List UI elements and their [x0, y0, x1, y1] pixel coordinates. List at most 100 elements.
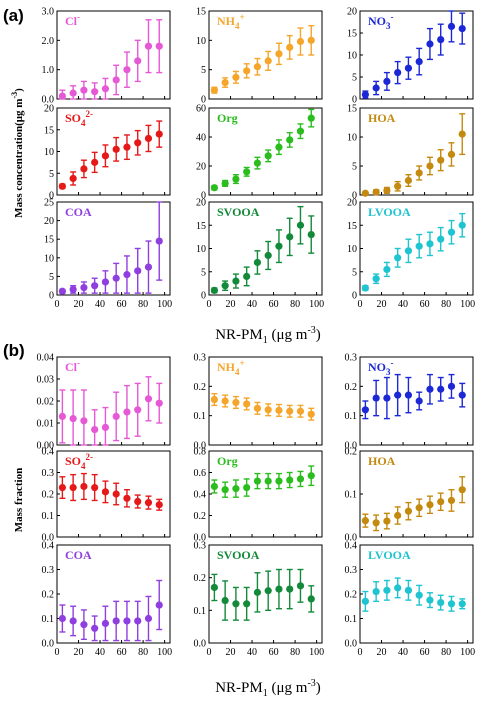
- x-axis-label-sub: 1: [263, 688, 268, 699]
- data-point: [80, 283, 88, 292]
- data-point: [134, 57, 142, 65]
- x-tick-label: 80: [138, 299, 148, 310]
- subplot-title-name: SVOOA: [217, 548, 260, 562]
- x-axis-label-close: ): [316, 680, 321, 696]
- subplot-title-sup: -: [77, 358, 80, 368]
- data-point: [112, 145, 120, 153]
- subplot-nh4: 0.0 0.1 0.2 0.3 NH4+: [194, 353, 323, 452]
- data-point: [69, 89, 77, 97]
- data-point: [221, 397, 229, 405]
- data-point: [232, 73, 240, 81]
- y-tick-label: 0.4: [345, 541, 358, 552]
- subplot-title-name: LVOOA: [368, 548, 411, 562]
- x-tick-label: 80: [290, 647, 300, 658]
- data-point: [426, 596, 434, 604]
- y-tick-label: 20: [347, 198, 357, 209]
- data-point: [404, 586, 413, 594]
- y-tick-label: 20: [347, 7, 357, 18]
- data-point: [383, 186, 391, 194]
- data-point: [275, 242, 283, 250]
- subplot-title-name: SO: [65, 454, 81, 468]
- y-axis-label: Mass fraction: [13, 468, 25, 532]
- data-point: [415, 58, 423, 66]
- y-tick-label: 0: [352, 95, 357, 106]
- x-tick-label: 0: [358, 299, 363, 310]
- plot-frame: [208, 10, 323, 100]
- data-point: [437, 498, 445, 506]
- data-point: [447, 228, 456, 236]
- data-point: [253, 159, 262, 167]
- data-point: [404, 176, 413, 185]
- data-point: [69, 617, 77, 625]
- data-point: [372, 188, 380, 196]
- x-axis-label-text: NR-PM: [215, 680, 263, 696]
- y-tick-label: 0.3: [345, 565, 358, 576]
- subplot-lvooa: 0 5 10 15 20 0 20 40 60 80 100 LVOOA: [347, 198, 475, 311]
- data-point: [243, 483, 251, 492]
- data-point: [69, 285, 77, 294]
- subplot-title: NO3-: [368, 358, 394, 377]
- y-axis-label-text: Mass fraction: [13, 468, 25, 532]
- subplot-title: HOA: [368, 454, 396, 468]
- data-point: [123, 143, 131, 151]
- panel-label: (a): [3, 6, 24, 25]
- y-tick-label: 0.1: [42, 614, 55, 625]
- data-point: [221, 486, 229, 494]
- data-point: [426, 162, 434, 170]
- data-point: [144, 614, 153, 623]
- data-point: [458, 600, 466, 608]
- plot-frame: [208, 107, 323, 196]
- data-point: [437, 385, 445, 393]
- subplot-org: 0 20 40 60 Org: [196, 104, 323, 202]
- x-tick-label: 100: [157, 647, 172, 658]
- subplot-lvooa: 0.0 0.1 0.2 0.3 0.4 0 20 40 60 80 100 LVOOA: [345, 541, 476, 659]
- data-point: [458, 391, 466, 399]
- subplot-title-name: COA: [65, 205, 92, 219]
- data-point: [264, 251, 272, 260]
- data-point: [91, 483, 99, 492]
- data-point: [361, 91, 369, 99]
- subplot-title-name: COA: [65, 548, 92, 562]
- data-point: [458, 486, 466, 494]
- x-axis-label-unit: (μg m: [268, 680, 308, 696]
- data-point: [404, 391, 413, 399]
- x-tick-label: 40: [247, 647, 257, 658]
- y-tick-label: 0.1: [345, 614, 358, 625]
- subplot-title-sub: 3: [386, 21, 391, 31]
- panel-a: (a)Mass concentration(μg m-3)NR-PM1 (μg …: [3, 6, 475, 346]
- data-point: [101, 85, 110, 93]
- x-axis-label: NR-PM1 (μg m-3): [215, 678, 321, 699]
- y-tick-label: 0.0: [194, 639, 207, 650]
- data-point: [426, 501, 434, 509]
- subplot-title-sup: 2-: [86, 109, 94, 119]
- data-point: [101, 278, 110, 286]
- data-point: [80, 482, 88, 491]
- y-tick-label: 5: [49, 272, 54, 283]
- data-point: [426, 40, 434, 48]
- data-point: [458, 130, 466, 138]
- data-point: [394, 182, 402, 190]
- subplot-title-sup: -: [391, 358, 394, 368]
- subplot-title-sup: -: [77, 12, 80, 22]
- data-point: [383, 517, 391, 525]
- y-tick-label: 0.1: [194, 411, 207, 422]
- x-tick-label: 100: [460, 647, 475, 658]
- data-point: [361, 597, 369, 605]
- y-tick-label: 0.8: [194, 447, 207, 458]
- subplot-title: SO42-: [65, 109, 93, 128]
- y-tick-label: 0.3: [42, 565, 55, 576]
- plot-frame: [208, 356, 323, 446]
- subplot-title-name: Org: [217, 454, 238, 468]
- data-point: [383, 265, 391, 274]
- subplot-title-sup: -: [391, 12, 394, 22]
- y-tick-label: 25: [44, 198, 54, 209]
- subplot-title: NH4+: [217, 358, 245, 377]
- x-tick-label: 0: [358, 647, 363, 658]
- data-point: [58, 92, 66, 100]
- x-axis-label-sub: 1: [263, 335, 268, 346]
- x-tick-label: 100: [157, 299, 172, 310]
- data-point: [69, 483, 77, 492]
- subplot-title: LVOOA: [368, 205, 411, 219]
- data-point: [437, 598, 445, 607]
